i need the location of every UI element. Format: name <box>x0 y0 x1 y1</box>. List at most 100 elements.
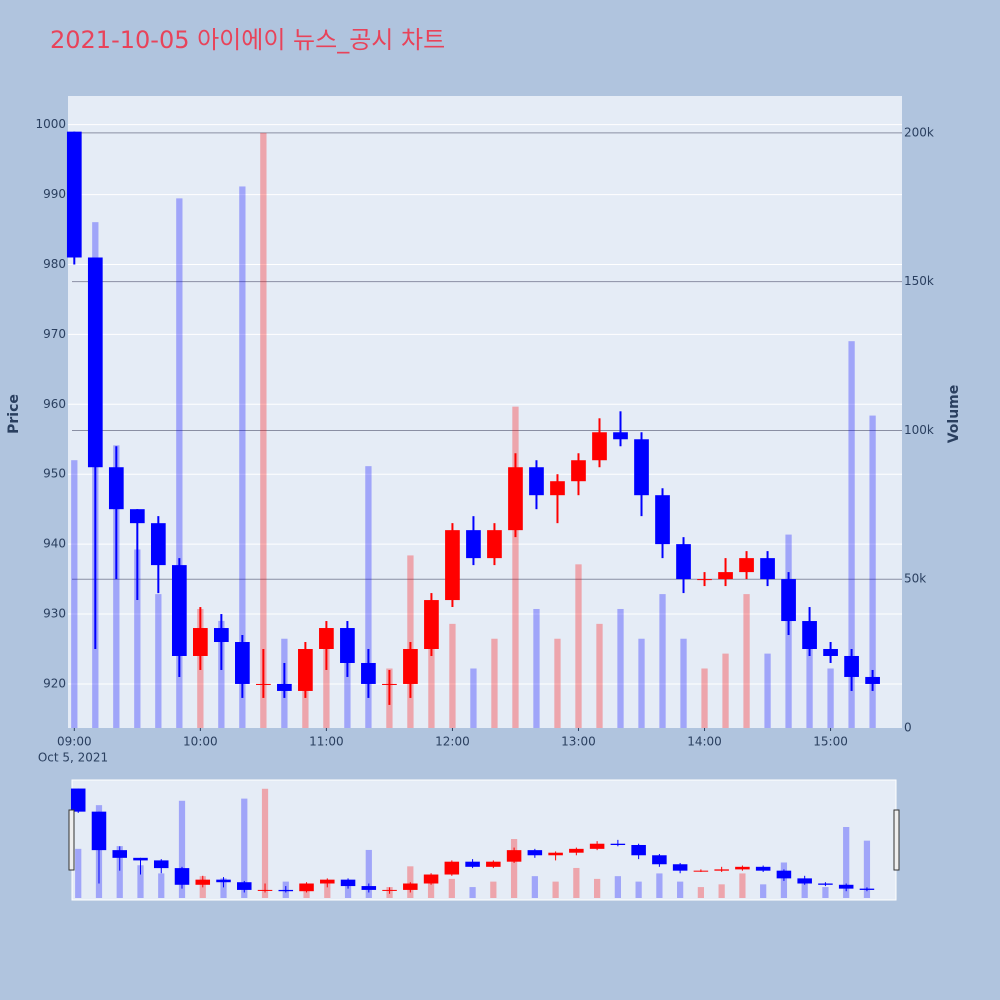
candle-body <box>382 683 397 685</box>
candle-body <box>216 879 231 883</box>
x-tick-label: 10:00 <box>183 735 218 749</box>
volume-bar <box>722 653 729 728</box>
candle-body <box>153 860 169 869</box>
candle-body <box>529 467 544 496</box>
volume-bar <box>324 881 331 898</box>
candle-body <box>277 683 292 691</box>
candle-body <box>361 662 376 684</box>
y2-tick-label: 50k <box>904 572 926 586</box>
candle-body <box>171 565 187 656</box>
candle-body <box>319 628 334 649</box>
candle-body <box>298 649 313 691</box>
candle-body <box>444 861 460 875</box>
volume-bar <box>510 839 518 898</box>
candle-body <box>838 884 854 889</box>
candle-body <box>129 509 145 524</box>
candle-body <box>466 530 481 559</box>
volume-bar <box>113 445 120 728</box>
candle-body <box>506 850 522 862</box>
y-tick-label: 920 <box>43 676 66 690</box>
candle-body <box>548 852 563 856</box>
volume-bar <box>718 884 725 898</box>
range-handle[interactable] <box>68 809 75 871</box>
candle-body <box>631 845 646 856</box>
volume-bar <box>617 608 624 728</box>
volume-bar <box>822 887 829 898</box>
volume-bar <box>697 887 705 898</box>
candle-body <box>382 889 397 891</box>
volume-bar <box>638 638 645 728</box>
volume-bar <box>848 341 855 728</box>
candle-body <box>776 870 792 879</box>
volume-bar <box>531 876 538 898</box>
volume-bar <box>806 638 813 728</box>
volume-bar <box>260 132 267 728</box>
volume-bar <box>176 198 183 729</box>
candle-body <box>133 857 148 861</box>
candle-body <box>735 866 750 870</box>
candle-body <box>66 131 82 258</box>
volume-bar <box>843 827 850 898</box>
volume-bar <box>743 594 750 728</box>
candle-body <box>550 481 565 496</box>
candle-body <box>150 523 166 566</box>
volume-bar <box>512 406 519 728</box>
volume-bar <box>490 881 497 898</box>
volume-bar <box>158 873 165 898</box>
volume-bar <box>428 638 435 728</box>
y2-tick-label: 100k <box>904 423 934 437</box>
y2-tick-label: 200k <box>904 125 934 139</box>
candle-body <box>865 676 880 684</box>
volume-bar <box>635 881 642 898</box>
candle-body <box>527 850 543 856</box>
candle-body <box>256 683 271 685</box>
volume-bar <box>701 668 708 728</box>
volume-bar <box>407 555 414 728</box>
candle-body <box>278 889 294 892</box>
candle-body <box>693 870 709 872</box>
volume-bar <box>155 594 162 728</box>
volume-bar <box>827 668 834 728</box>
range-handle[interactable] <box>893 809 900 871</box>
y-tick-label: 990 <box>43 187 66 201</box>
volume-bar <box>659 594 666 728</box>
candle-body <box>859 888 875 890</box>
candle-body <box>320 879 335 884</box>
volume-bar <box>677 881 684 898</box>
x-tick-label: 09:00 <box>57 735 92 749</box>
volume-bar <box>261 788 269 898</box>
candle-body <box>508 467 523 531</box>
volume-bar <box>739 873 746 898</box>
candle-body <box>361 886 377 890</box>
candle-body <box>634 439 649 496</box>
volume-bar <box>554 638 561 728</box>
plot-area <box>68 96 902 728</box>
candle-body <box>739 558 754 573</box>
y-tick-label: 980 <box>43 257 66 271</box>
candle-body <box>192 628 208 656</box>
x-tick-label: 12:00 <box>435 735 470 749</box>
volume-bar <box>365 466 372 728</box>
candle-body <box>652 855 667 865</box>
volume-bar <box>239 186 246 728</box>
volume-bar <box>533 608 540 728</box>
y-tick-label: 950 <box>43 467 66 481</box>
volume-bar <box>469 887 476 898</box>
candle-body <box>87 257 103 468</box>
candle-body <box>70 788 86 812</box>
candle-body <box>257 889 273 891</box>
x-date-label: Oct 5, 2021 <box>38 751 108 765</box>
volume-bar <box>344 881 352 898</box>
candle-body <box>610 843 626 846</box>
y-axis-title: Price <box>6 394 22 434</box>
volume-bar <box>344 638 351 728</box>
volume-bar <box>573 867 580 898</box>
volume-bar <box>863 840 871 898</box>
volume-bar <box>178 800 186 898</box>
volume-bar <box>760 884 767 898</box>
candle-body <box>589 843 605 849</box>
volume-bar <box>220 878 227 898</box>
candle-body <box>299 883 314 892</box>
candle-body <box>697 579 712 581</box>
x-tick-label: 13:00 <box>561 735 596 749</box>
